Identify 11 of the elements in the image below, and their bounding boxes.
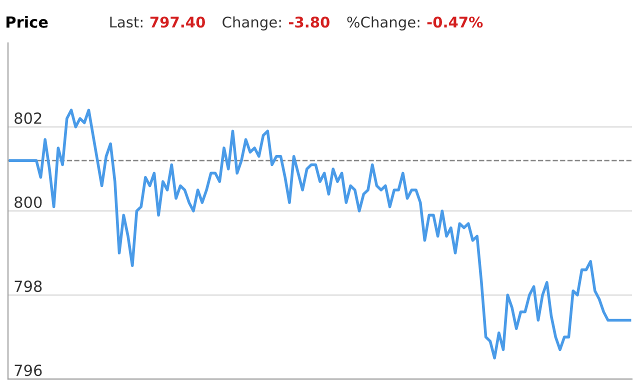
text: Change: xyxy=(222,16,281,30)
y-tick-label: 800 xyxy=(14,196,42,208)
text: -0.47% xyxy=(427,16,483,28)
text: %Change: xyxy=(347,16,420,30)
text: -3.80 xyxy=(288,16,330,28)
text: Last: xyxy=(110,16,142,28)
chart-title: Price xyxy=(6,16,48,28)
y-tick-label: 796 xyxy=(14,364,42,376)
text: 797.40 xyxy=(150,16,205,28)
y-tick-label: 802 xyxy=(14,112,42,124)
y-tick-label: 798 xyxy=(14,280,42,292)
